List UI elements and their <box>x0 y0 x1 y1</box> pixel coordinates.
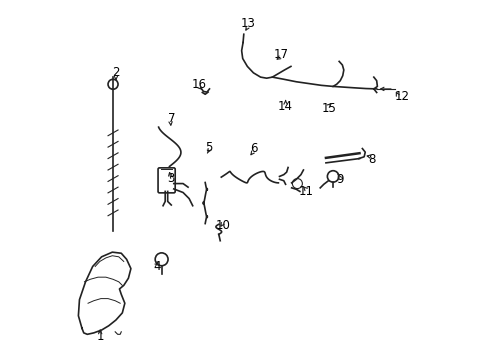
Text: 17: 17 <box>273 48 288 61</box>
Text: 2: 2 <box>112 66 120 79</box>
Text: 7: 7 <box>167 112 175 125</box>
Text: 14: 14 <box>278 100 292 113</box>
Text: 13: 13 <box>240 17 255 30</box>
Text: 6: 6 <box>249 142 257 155</box>
Text: 1: 1 <box>96 330 104 343</box>
Text: 4: 4 <box>153 260 161 273</box>
Text: 9: 9 <box>336 173 343 186</box>
Text: 5: 5 <box>204 141 212 154</box>
Text: 15: 15 <box>322 102 336 115</box>
Text: 12: 12 <box>394 90 409 103</box>
Text: 10: 10 <box>215 219 230 232</box>
Text: 11: 11 <box>298 185 313 198</box>
Text: 16: 16 <box>191 78 206 91</box>
Text: 8: 8 <box>368 153 375 166</box>
Text: 3: 3 <box>167 172 175 185</box>
